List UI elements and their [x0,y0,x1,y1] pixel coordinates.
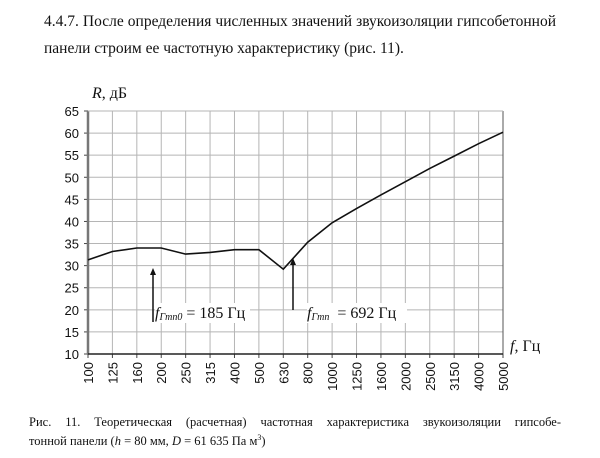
y-tick-label: 40 [65,214,79,229]
y-tick-label: 15 [65,325,79,340]
x-tick-label: 800 [301,362,316,384]
paragraph-line-2: панели строим ее частотную характеристик… [44,40,404,57]
x-axis-label: f, Гц [510,338,541,355]
caption-superscript: 3 [257,433,262,442]
figure-caption: Рис. 11. Теоретическая (расчетная) часто… [29,414,561,449]
series-line-R [87,131,504,271]
y-tick-label: 20 [65,303,79,318]
x-tick-label: 630 [276,362,291,384]
y-tick-label: 60 [65,126,79,141]
intro-paragraph: 4.4.7. После определения численных значе… [44,8,556,62]
x-tick-label: 2000 [398,362,413,391]
frequency-response-chart: 10 15 20 25 30 35 40 45 50 55 60 65 100 125 160 200 250… [65,85,541,391]
x-tick-label: 3150 [447,362,462,391]
caption-var-d: D [171,434,181,449]
x-tick-label: 1600 [374,362,389,391]
x-tick-label: 160 [130,362,145,384]
annotation-fmn0: fГmn0 = 185 Гц [150,268,250,323]
x-tick-label: 500 [252,362,267,384]
caption-line-2: тонной панели (h = 80 мм, D = 61 635 Па … [29,430,561,449]
caption-suffix: ) [261,434,266,449]
y-tick-label: 50 [65,170,79,185]
y-tick-label: 30 [65,259,79,274]
y-tick-label: 55 [65,148,79,163]
paragraph-line-1: 4.4.7. После определения численных значе… [44,13,556,30]
y-tick-label: 35 [65,237,79,252]
annotation-fmn: fГmn = 692 Гц [290,258,407,323]
caption-h-value: = 80 мм, [120,434,172,449]
x-tick-labels: 100 125 160 200 250 315 400 500 630 800 1000 1250 16… [81,362,511,391]
svg-text:fГmn0 = 185 Гц: fГmn0 = 185 Гц [155,305,246,323]
caption-var-h: h [114,434,121,449]
x-tick-label: 125 [105,362,120,384]
x-tick-label: 100 [81,362,96,384]
x-tick-label: 4000 [472,362,487,391]
y-tick-label: 45 [65,192,79,207]
chart-annotations: fГmn0 = 185 Гц fГmn = 692 Гц [150,258,407,323]
y-tick-label: 65 [65,104,79,119]
chart-grid [88,110,503,354]
caption-line-1: Рис. 11. Теоретическая (расчетная) часто… [29,415,561,429]
x-tick-label: 1000 [325,362,340,391]
y-tick-labels: 10 15 20 25 30 35 40 45 50 55 60 65 [65,104,79,362]
svg-text:fГmn = 692 Гц: fГmn = 692 Гц [307,305,397,323]
x-tick-label: 250 [179,362,194,384]
y-tick-label: 25 [65,281,79,296]
x-tick-label: 400 [227,362,242,384]
x-tick-label: 1250 [350,362,365,391]
y-tick-label: 10 [65,347,79,362]
x-tick-label: 315 [203,362,218,384]
x-tick-label: 2500 [423,362,438,391]
x-tick-label: 5000 [496,362,511,391]
y-axis-label: R, дБ [91,85,127,102]
caption-d-value: = 61 635 Па м [180,434,258,449]
chart-axes [84,110,504,358]
x-tick-label: 200 [154,362,169,384]
caption-text: тонной панели ( [29,434,115,449]
